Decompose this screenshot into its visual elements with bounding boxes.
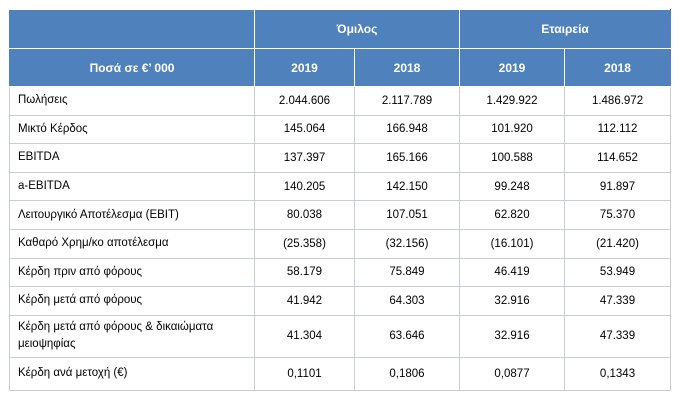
financial-results-table-container: Όμιλος Εταιρεία Ποσά σε €’ 000 2019 2018… bbox=[9, 9, 672, 391]
cell-company-2019: 100.588 bbox=[459, 143, 566, 173]
cell-group-2019: 58.179 bbox=[254, 257, 355, 288]
header-corner-cell bbox=[9, 9, 255, 49]
cell-group-2018: 166.948 bbox=[353, 114, 461, 145]
cell-company-2019: 62.820 bbox=[459, 200, 566, 230]
group-header-group: Όμιλος bbox=[253, 9, 461, 49]
cell-company-2019: 1.429.922 bbox=[459, 86, 566, 116]
table-row: Κέρδη μετά από φόρους 41.942 64.303 32.9… bbox=[9, 286, 672, 316]
cell-company-2018: 1.486.972 bbox=[564, 86, 672, 116]
cell-group-2018: 0,1806 bbox=[353, 356, 461, 391]
cell-group-2018: (32.156) bbox=[353, 228, 461, 259]
cell-group-2019: 137.397 bbox=[254, 143, 355, 173]
cell-company-2018: 91.897 bbox=[564, 171, 672, 202]
table-row: Λειτουργικό Αποτέλεσμα (ΕΒΙΤ) 80.038 107… bbox=[9, 200, 672, 230]
cell-group-2019: (25.358) bbox=[254, 228, 355, 259]
cell-company-2018: (21.420) bbox=[564, 228, 672, 259]
table-row: EBITDA 137.397 165.166 100.588 114.652 bbox=[9, 143, 672, 173]
cell-group-2018: 142.150 bbox=[353, 171, 461, 202]
table-row: Πωλήσεις 2.044.606 2.117.789 1.429.922 1… bbox=[9, 86, 672, 116]
table-row: Μικτό Κέρδος 145.064 166.948 101.920 112… bbox=[9, 114, 672, 145]
cell-company-2019: 46.419 bbox=[459, 257, 566, 288]
cell-group-2018: 64.303 bbox=[353, 286, 461, 316]
row-label: a-EBITDA bbox=[9, 171, 255, 202]
cell-group-2019: 145.064 bbox=[254, 114, 355, 145]
table-row: a-EBITDA 140.205 142.150 99.248 91.897 bbox=[9, 171, 672, 202]
cell-company-2018: 53.949 bbox=[564, 257, 672, 288]
row-label: Κέρδη μετά από φόρους & δικαιώματα μειοψ… bbox=[9, 314, 255, 358]
cell-group-2019: 41.304 bbox=[254, 314, 355, 358]
cell-company-2019: 32.916 bbox=[459, 314, 566, 358]
cell-group-2019: 0,1101 bbox=[254, 356, 355, 391]
row-label: Κέρδη πριν από φόρους bbox=[9, 257, 255, 288]
cell-group-2018: 2.117.789 bbox=[353, 86, 461, 116]
cell-group-2019: 2.044.606 bbox=[254, 86, 355, 116]
row-label: Κέρδη μετά από φόρους bbox=[9, 286, 255, 316]
financial-results-table: Όμιλος Εταιρεία Ποσά σε €’ 000 2019 2018… bbox=[9, 9, 672, 391]
row-label: Πωλήσεις bbox=[9, 86, 255, 116]
cell-company-2019: 99.248 bbox=[459, 171, 566, 202]
year-header-group-2018: 2018 bbox=[353, 48, 461, 87]
cell-group-2019: 41.942 bbox=[254, 286, 355, 316]
cell-company-2019: (16.101) bbox=[459, 228, 566, 259]
year-header-group-2019: 2019 bbox=[254, 48, 355, 87]
cell-group-2018: 165.166 bbox=[353, 143, 461, 173]
year-header-row: Ποσά σε €’ 000 2019 2018 2019 2018 bbox=[9, 48, 672, 87]
row-label: Λειτουργικό Αποτέλεσμα (ΕΒΙΤ) bbox=[9, 200, 255, 230]
row-label: Μικτό Κέρδος bbox=[9, 114, 255, 145]
row-label: EBITDA bbox=[9, 143, 255, 173]
row-label: Κέρδη ανά μετοχή (€) bbox=[9, 356, 255, 391]
group-header-company: Εταιρεία bbox=[459, 9, 672, 49]
row-label: Καθαρό Χρημ/κο αποτέλεσμα bbox=[9, 228, 255, 259]
cell-company-2019: 0,0877 bbox=[459, 356, 566, 391]
table-row: Κέρδη μετά από φόρους & δικαιώματα μειοψ… bbox=[9, 314, 672, 358]
cell-company-2019: 32.916 bbox=[459, 286, 566, 316]
cell-group-2018: 107.051 bbox=[353, 200, 461, 230]
cell-company-2018: 47.339 bbox=[564, 314, 672, 358]
cell-company-2018: 47.339 bbox=[564, 286, 672, 316]
table-row: Κέρδη ανά μετοχή (€) 0,1101 0,1806 0,087… bbox=[9, 356, 672, 391]
table-row: Κέρδη πριν από φόρους 58.179 75.849 46.4… bbox=[9, 257, 672, 288]
cell-company-2018: 75.370 bbox=[564, 200, 672, 230]
cell-group-2018: 63.646 bbox=[353, 314, 461, 358]
cell-group-2019: 140.205 bbox=[254, 171, 355, 202]
year-header-company-2018: 2018 bbox=[564, 48, 672, 87]
amount-header: Ποσά σε €’ 000 bbox=[9, 48, 255, 87]
cell-company-2018: 112.112 bbox=[564, 114, 672, 145]
cell-group-2019: 80.038 bbox=[254, 200, 355, 230]
cell-group-2018: 75.849 bbox=[353, 257, 461, 288]
year-header-company-2019: 2019 bbox=[459, 48, 566, 87]
cell-company-2018: 114.652 bbox=[564, 143, 672, 173]
cell-company-2019: 101.920 bbox=[459, 114, 566, 145]
cell-company-2018: 0,1343 bbox=[564, 356, 672, 391]
group-header-row: Όμιλος Εταιρεία bbox=[9, 9, 672, 49]
table-row: Καθαρό Χρημ/κο αποτέλεσμα (25.358) (32.1… bbox=[9, 228, 672, 259]
